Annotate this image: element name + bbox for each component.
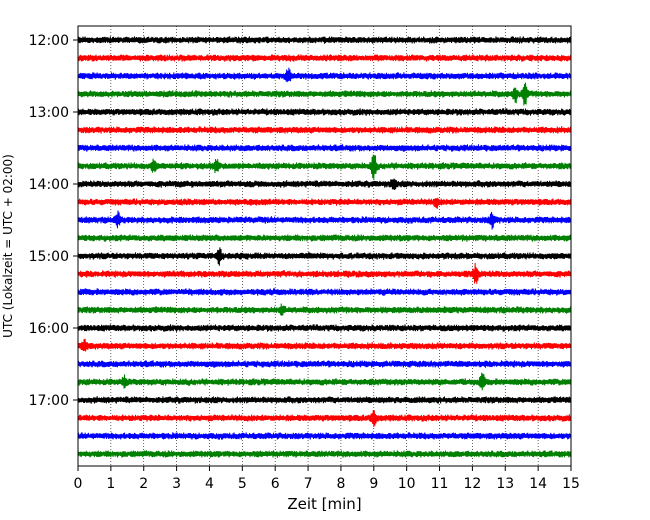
seismo-trace-1500 (77, 247, 572, 266)
seismo-trace-1430 (77, 210, 572, 230)
plot-frame (77, 25, 572, 467)
x-tick-label: 6 (271, 476, 280, 492)
x-tick-label: 2 (139, 476, 148, 492)
y-tick-label: 12:00 (29, 33, 69, 49)
seismo-trace-1545 (77, 303, 572, 316)
seismo-trace-1630 (77, 360, 572, 368)
x-tick-label: 15 (562, 476, 580, 492)
seismo-trace-1230 (77, 67, 572, 83)
seismo-trace-1615 (77, 338, 572, 352)
y-tick-label: 14:00 (29, 177, 69, 193)
x-tick-label: 7 (304, 476, 313, 492)
seismo-trace-1700 (77, 396, 572, 404)
y-tick-label: 13:00 (29, 105, 69, 121)
seismo-trace-1730 (77, 432, 572, 440)
x-tick-label: 12 (463, 476, 481, 492)
seismo-trace-1515 (77, 262, 572, 284)
x-axis-ticks: 0 1 2 3 4 5 6 7 8 9 10 11 12 13 14 15 (74, 466, 580, 492)
y-tick-label: 17:00 (29, 393, 69, 409)
x-tick-label: 9 (369, 476, 378, 492)
x-tick-label: 3 (172, 476, 181, 492)
seismo-trace-1715 (77, 410, 572, 427)
seismo-trace-1245 (77, 82, 572, 106)
vertical-grid (110, 26, 539, 466)
x-tick-label: 10 (398, 476, 416, 492)
seismo-trace-1200 (77, 36, 572, 44)
seismo-trace-1600 (77, 324, 572, 332)
x-axis-label: Zeit [min] (287, 495, 361, 513)
seismo-trace-1645 (77, 372, 572, 391)
seismo-trace-1400 (77, 178, 572, 190)
x-tick-label: 5 (238, 476, 247, 492)
seismo-trace-1415 (77, 197, 572, 209)
x-tick-label: 14 (529, 476, 547, 492)
seismo-trace-1215 (77, 54, 572, 62)
x-tick-label: 0 (74, 476, 83, 492)
y-tick-label: 16:00 (29, 321, 69, 337)
seismo-trace-1745 (77, 450, 572, 458)
seismo-trace-1330 (77, 144, 572, 152)
seismo-trace-1300 (77, 108, 572, 116)
x-tick-label: 8 (336, 476, 345, 492)
seismo-trace-1445 (77, 234, 572, 242)
y-axis-label: UTC (Lokalzeit = UTC + 02:00) (1, 154, 15, 338)
x-tick-label: 11 (431, 476, 449, 492)
y-tick-label: 15:00 (29, 249, 69, 265)
x-tick-label: 13 (496, 476, 514, 492)
seismo-trace-1530 (77, 288, 572, 296)
x-tick-label: 1 (106, 476, 115, 492)
seismo-trace-1315 (77, 126, 572, 134)
x-tick-label: 4 (205, 476, 214, 492)
seismo-trace-1345 (77, 154, 572, 180)
trace-group (77, 36, 572, 458)
y-axis-ticks: 12:00 13:00 14:00 15:00 16:00 17:00 (29, 33, 78, 409)
